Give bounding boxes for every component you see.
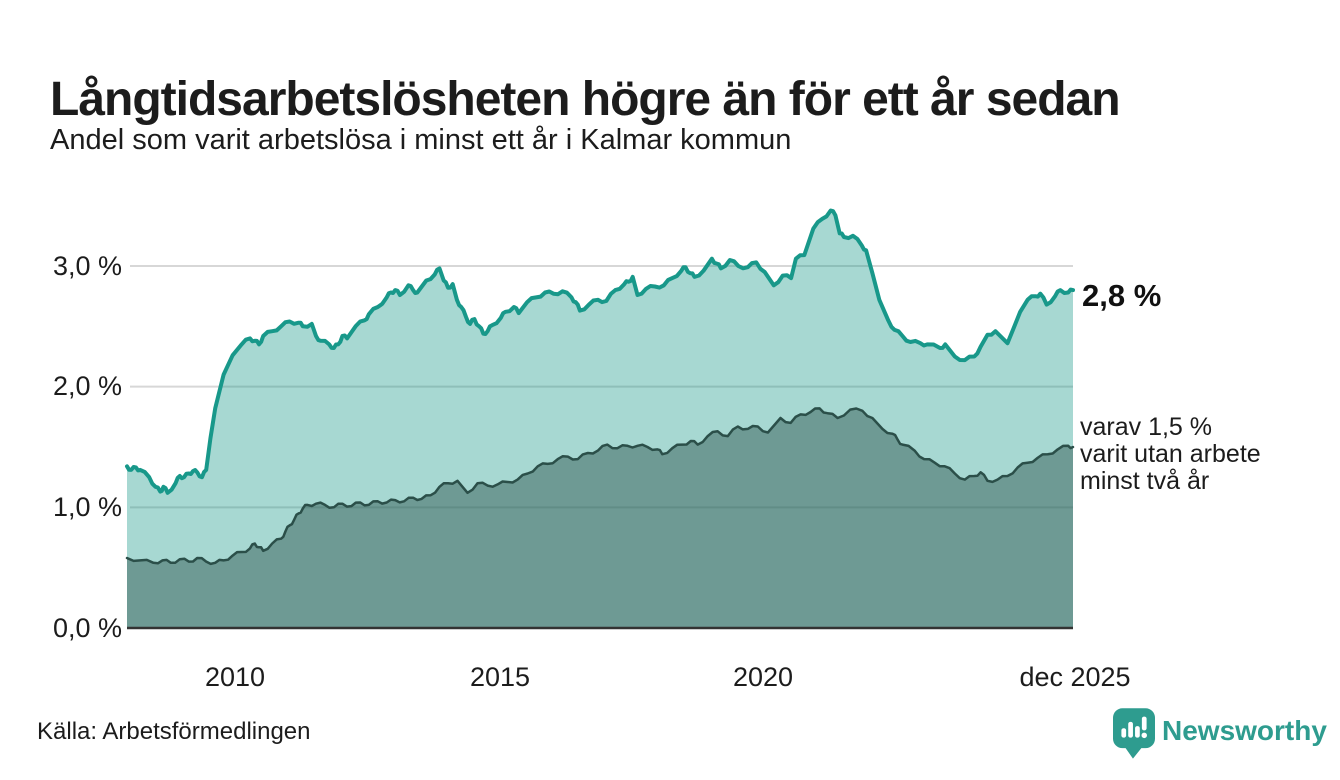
- x-tick-2015: 2015: [469, 662, 531, 692]
- secondary-annotation-line3: minst två år: [1080, 467, 1210, 495]
- newsworthy-logo[interactable]: Newsworthy: [1113, 708, 1327, 760]
- y-tick-3: 3,0 %: [52, 251, 122, 281]
- secondary-series-annotation: varav 1,5 % varit utan arbete minst två …: [1080, 414, 1261, 495]
- newsworthy-wordmark: Newsworthy: [1162, 715, 1327, 746]
- y-tick-1: 1,0 %: [52, 492, 122, 522]
- source-credit: Källa: Arbetsförmedlingen: [37, 718, 311, 745]
- secondary-annotation-line2: varit utan arbete: [1080, 440, 1261, 468]
- x-tick-2010: 2010: [204, 662, 266, 692]
- chart-subtitle: Andel som varit arbetslösa i minst ett å…: [50, 124, 792, 156]
- latest-value-label: 2,8 %: [1082, 278, 1162, 313]
- secondary-annotation-line1: varav 1,5 %: [1080, 413, 1213, 441]
- page-title: Långtidsarbetslösheten högre än för ett …: [50, 73, 1121, 127]
- x-tick-2020: 2020: [732, 662, 794, 692]
- newsworthy-bubble-icon: [1113, 708, 1155, 759]
- x-tick-dec-2025: dec 2025: [1019, 662, 1131, 692]
- y-tick-2: 2,0 %: [52, 371, 122, 401]
- y-tick-0: 0,0 %: [52, 613, 122, 643]
